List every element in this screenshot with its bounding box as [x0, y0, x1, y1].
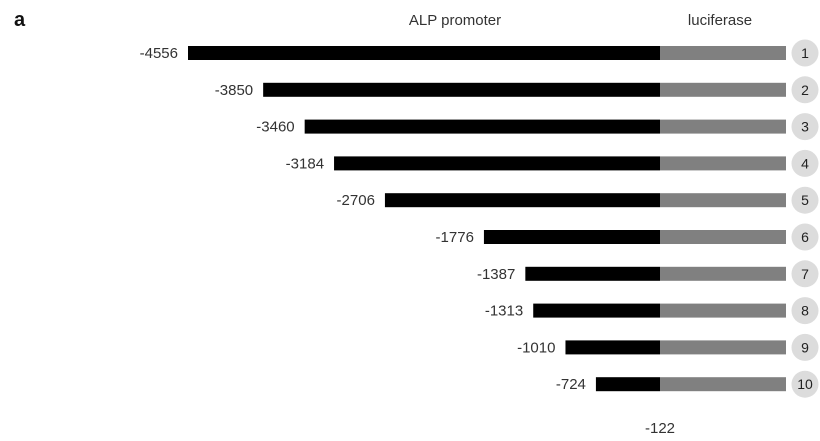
construct-start-label: -3460: [256, 119, 294, 136]
construct-row: -1387 7: [477, 260, 819, 288]
luciferase-bar: [660, 119, 786, 134]
luciferase-bar: [660, 230, 786, 244]
construct-list: -4556 1 -3850 2 -3460 3 -3184 4 -2706 5 -1776 6 -138…: [140, 39, 819, 398]
construct-number-badge: [791, 76, 819, 104]
promoter-bar: [595, 377, 660, 392]
promoter-bar: [384, 193, 660, 208]
construct-number: 7: [801, 266, 809, 282]
luciferase-bar: [660, 156, 786, 171]
promoter-header: ALP promoter: [409, 12, 501, 29]
construct-number: 10: [797, 376, 813, 392]
promoter-bar: [334, 156, 660, 171]
promoter-bar: [263, 82, 660, 97]
construct-number: 2: [801, 82, 809, 98]
panel-label: a: [14, 9, 26, 31]
promoter-bar: [565, 340, 660, 355]
construct-start-label: -1313: [485, 303, 523, 320]
construct-number: 9: [801, 339, 809, 355]
luciferase-bar: [660, 46, 786, 60]
construct-number: 6: [801, 229, 809, 245]
construct-number: 1: [801, 45, 809, 61]
construct-number-badge: [791, 370, 819, 398]
construct-row: -4556 1: [140, 39, 819, 67]
promoter-bar: [483, 230, 660, 244]
luciferase-bar: [660, 82, 786, 97]
construct-number: 3: [801, 119, 809, 135]
construct-row: -1010 9: [517, 333, 819, 361]
construct-row: -3184 4: [286, 149, 819, 177]
reporter-header: luciferase: [688, 12, 752, 29]
promoter-bar: [525, 266, 660, 281]
construct-number: 8: [801, 303, 809, 319]
construct-number-badge: [791, 223, 819, 251]
construct-number-badge: [791, 149, 819, 177]
construct-start-label: -1776: [436, 229, 474, 246]
construct-number: 5: [801, 192, 809, 208]
construct-start-label: -3184: [286, 155, 324, 172]
luciferase-bar: [660, 377, 786, 392]
construct-number-badge: [791, 39, 819, 67]
construct-number-badge: [791, 260, 819, 288]
construct-number-badge: [791, 186, 819, 214]
construct-row: -724 10: [556, 370, 819, 398]
construct-start-label: -2706: [337, 192, 375, 209]
construct-start-label: -1387: [477, 266, 515, 283]
construct-row: -3850 2: [215, 76, 819, 104]
construct-number-badge: [791, 333, 819, 361]
construct-row: -1313 8: [485, 297, 819, 325]
construct-start-label: -1010: [517, 339, 555, 356]
junction-label: -122: [645, 420, 675, 437]
luciferase-bar: [660, 303, 786, 318]
construct-start-label: -4556: [140, 45, 178, 62]
promoter-bar: [304, 119, 660, 134]
construct-row: -2706 5: [337, 186, 819, 214]
construct-number-badge: [791, 297, 819, 325]
construct-number-badge: [791, 113, 819, 141]
construct-number: 4: [801, 155, 809, 171]
luciferase-bar: [660, 193, 786, 208]
luciferase-bar: [660, 340, 786, 355]
construct-row: -3460 3: [256, 113, 819, 141]
construct-start-label: -724: [556, 376, 586, 393]
construct-start-label: -3850: [215, 82, 253, 99]
luciferase-bar: [660, 266, 786, 281]
promoter-bar: [188, 46, 660, 60]
construct-row: -1776 6: [436, 223, 819, 251]
promoter-bar: [533, 303, 660, 318]
